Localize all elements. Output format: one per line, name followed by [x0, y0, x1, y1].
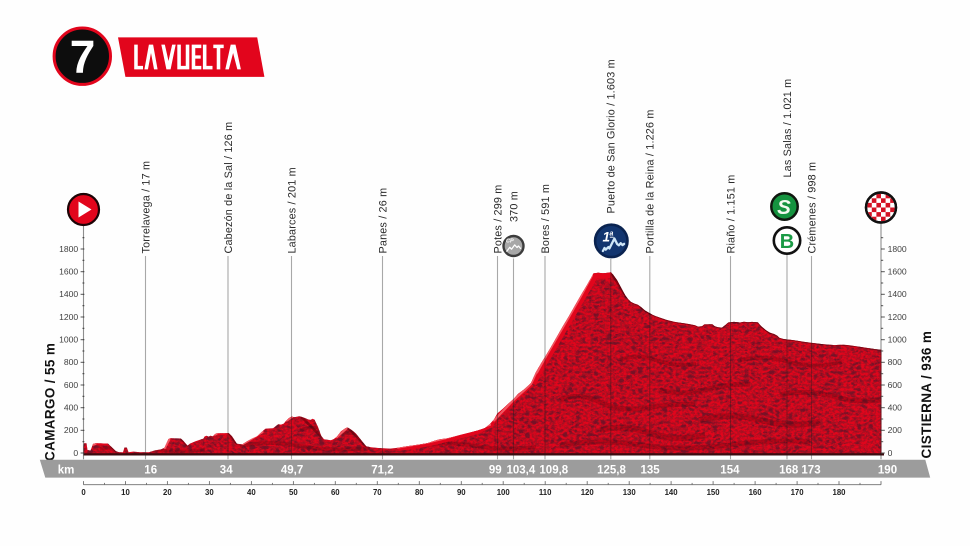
svg-text:370 m: 370 m [508, 191, 520, 222]
svg-text:110: 110 [539, 488, 552, 497]
svg-text:Bores / 591 m: Bores / 591 m [540, 184, 552, 254]
svg-text:130: 130 [623, 488, 637, 497]
svg-text:Portilla de la Reina / 1.226 m: Portilla de la Reina / 1.226 m [645, 109, 657, 253]
svg-text:400: 400 [64, 403, 79, 413]
svg-text:16: 16 [144, 465, 157, 477]
svg-text:34: 34 [220, 465, 233, 477]
svg-text:10: 10 [121, 488, 130, 497]
svg-text:40: 40 [247, 488, 256, 497]
svg-text:B: B [780, 231, 794, 253]
svg-text:71,2: 71,2 [371, 465, 393, 477]
svg-text:200: 200 [888, 425, 903, 435]
svg-text:90: 90 [457, 488, 466, 497]
svg-text:140: 140 [665, 488, 679, 497]
svg-text:49,7: 49,7 [281, 465, 303, 477]
svg-text:Potes / 299 m: Potes / 299 m [492, 185, 504, 254]
svg-text:0: 0 [81, 488, 86, 497]
svg-text:135: 135 [641, 465, 661, 477]
svg-text:1800: 1800 [59, 244, 78, 254]
svg-text:154: 154 [720, 465, 740, 477]
svg-text:190: 190 [878, 465, 897, 477]
svg-text:60: 60 [331, 488, 340, 497]
svg-text:800: 800 [64, 357, 79, 367]
svg-text:180: 180 [832, 488, 846, 497]
svg-text:1200: 1200 [888, 312, 907, 322]
svg-text:CP: CP [506, 239, 514, 245]
svg-text:0: 0 [73, 448, 78, 458]
svg-text:Puerto de San Glorio / 1.603 m: Puerto de San Glorio / 1.603 m [606, 59, 618, 213]
svg-text:600: 600 [64, 380, 79, 390]
svg-text:a: a [610, 231, 614, 238]
svg-text:CISTIERNA / 936 m: CISTIERNA / 936 m [919, 331, 934, 459]
svg-text:1000: 1000 [888, 335, 907, 345]
svg-text:99: 99 [489, 465, 502, 477]
svg-text:173: 173 [801, 465, 820, 477]
svg-text:1200: 1200 [59, 312, 78, 322]
svg-text:200: 200 [64, 425, 79, 435]
svg-text:1: 1 [603, 230, 611, 245]
svg-text:km: km [58, 465, 75, 477]
svg-text:0: 0 [888, 448, 893, 458]
svg-text:125,8: 125,8 [597, 465, 626, 477]
svg-text:S: S [777, 196, 791, 219]
svg-text:Cabezón de la Sal / 126 m: Cabezón de la Sal / 126 m [223, 122, 235, 254]
svg-text:800: 800 [888, 357, 903, 367]
svg-text:170: 170 [791, 488, 805, 497]
svg-text:109,8: 109,8 [539, 465, 568, 477]
svg-text:30: 30 [205, 488, 214, 497]
svg-text:160: 160 [749, 488, 763, 497]
svg-text:Las Salas / 1.021 m: Las Salas / 1.021 m [782, 79, 794, 178]
svg-text:Panes / 26 m: Panes / 26 m [377, 188, 389, 254]
svg-text:1400: 1400 [888, 289, 907, 299]
svg-text:Crémenes / 998 m: Crémenes / 998 m [806, 162, 818, 254]
svg-text:80: 80 [415, 488, 424, 497]
svg-text:20: 20 [163, 488, 172, 497]
svg-text:1400: 1400 [59, 289, 78, 299]
svg-text:1000: 1000 [59, 335, 78, 345]
svg-text:7: 7 [70, 31, 96, 83]
svg-text:600: 600 [888, 380, 903, 390]
svg-text:Torrelavega / 17 m: Torrelavega / 17 m [140, 161, 152, 254]
svg-text:150: 150 [707, 488, 721, 497]
svg-text:400: 400 [888, 403, 903, 413]
svg-text:1600: 1600 [59, 267, 78, 277]
svg-text:120: 120 [581, 488, 595, 497]
svg-text:1600: 1600 [888, 267, 907, 277]
svg-text:100: 100 [497, 488, 511, 497]
svg-text:168: 168 [779, 465, 799, 477]
svg-text:103,4: 103,4 [507, 465, 536, 477]
svg-text:CAMARGO / 55 m: CAMARGO / 55 m [43, 343, 58, 461]
svg-text:50: 50 [289, 488, 298, 497]
svg-text:1800: 1800 [888, 244, 907, 254]
svg-text:70: 70 [373, 488, 382, 497]
svg-text:Labarces / 201 m: Labarces / 201 m [286, 167, 298, 253]
svg-text:Riaño / 1.151 m: Riaño / 1.151 m [725, 175, 737, 254]
